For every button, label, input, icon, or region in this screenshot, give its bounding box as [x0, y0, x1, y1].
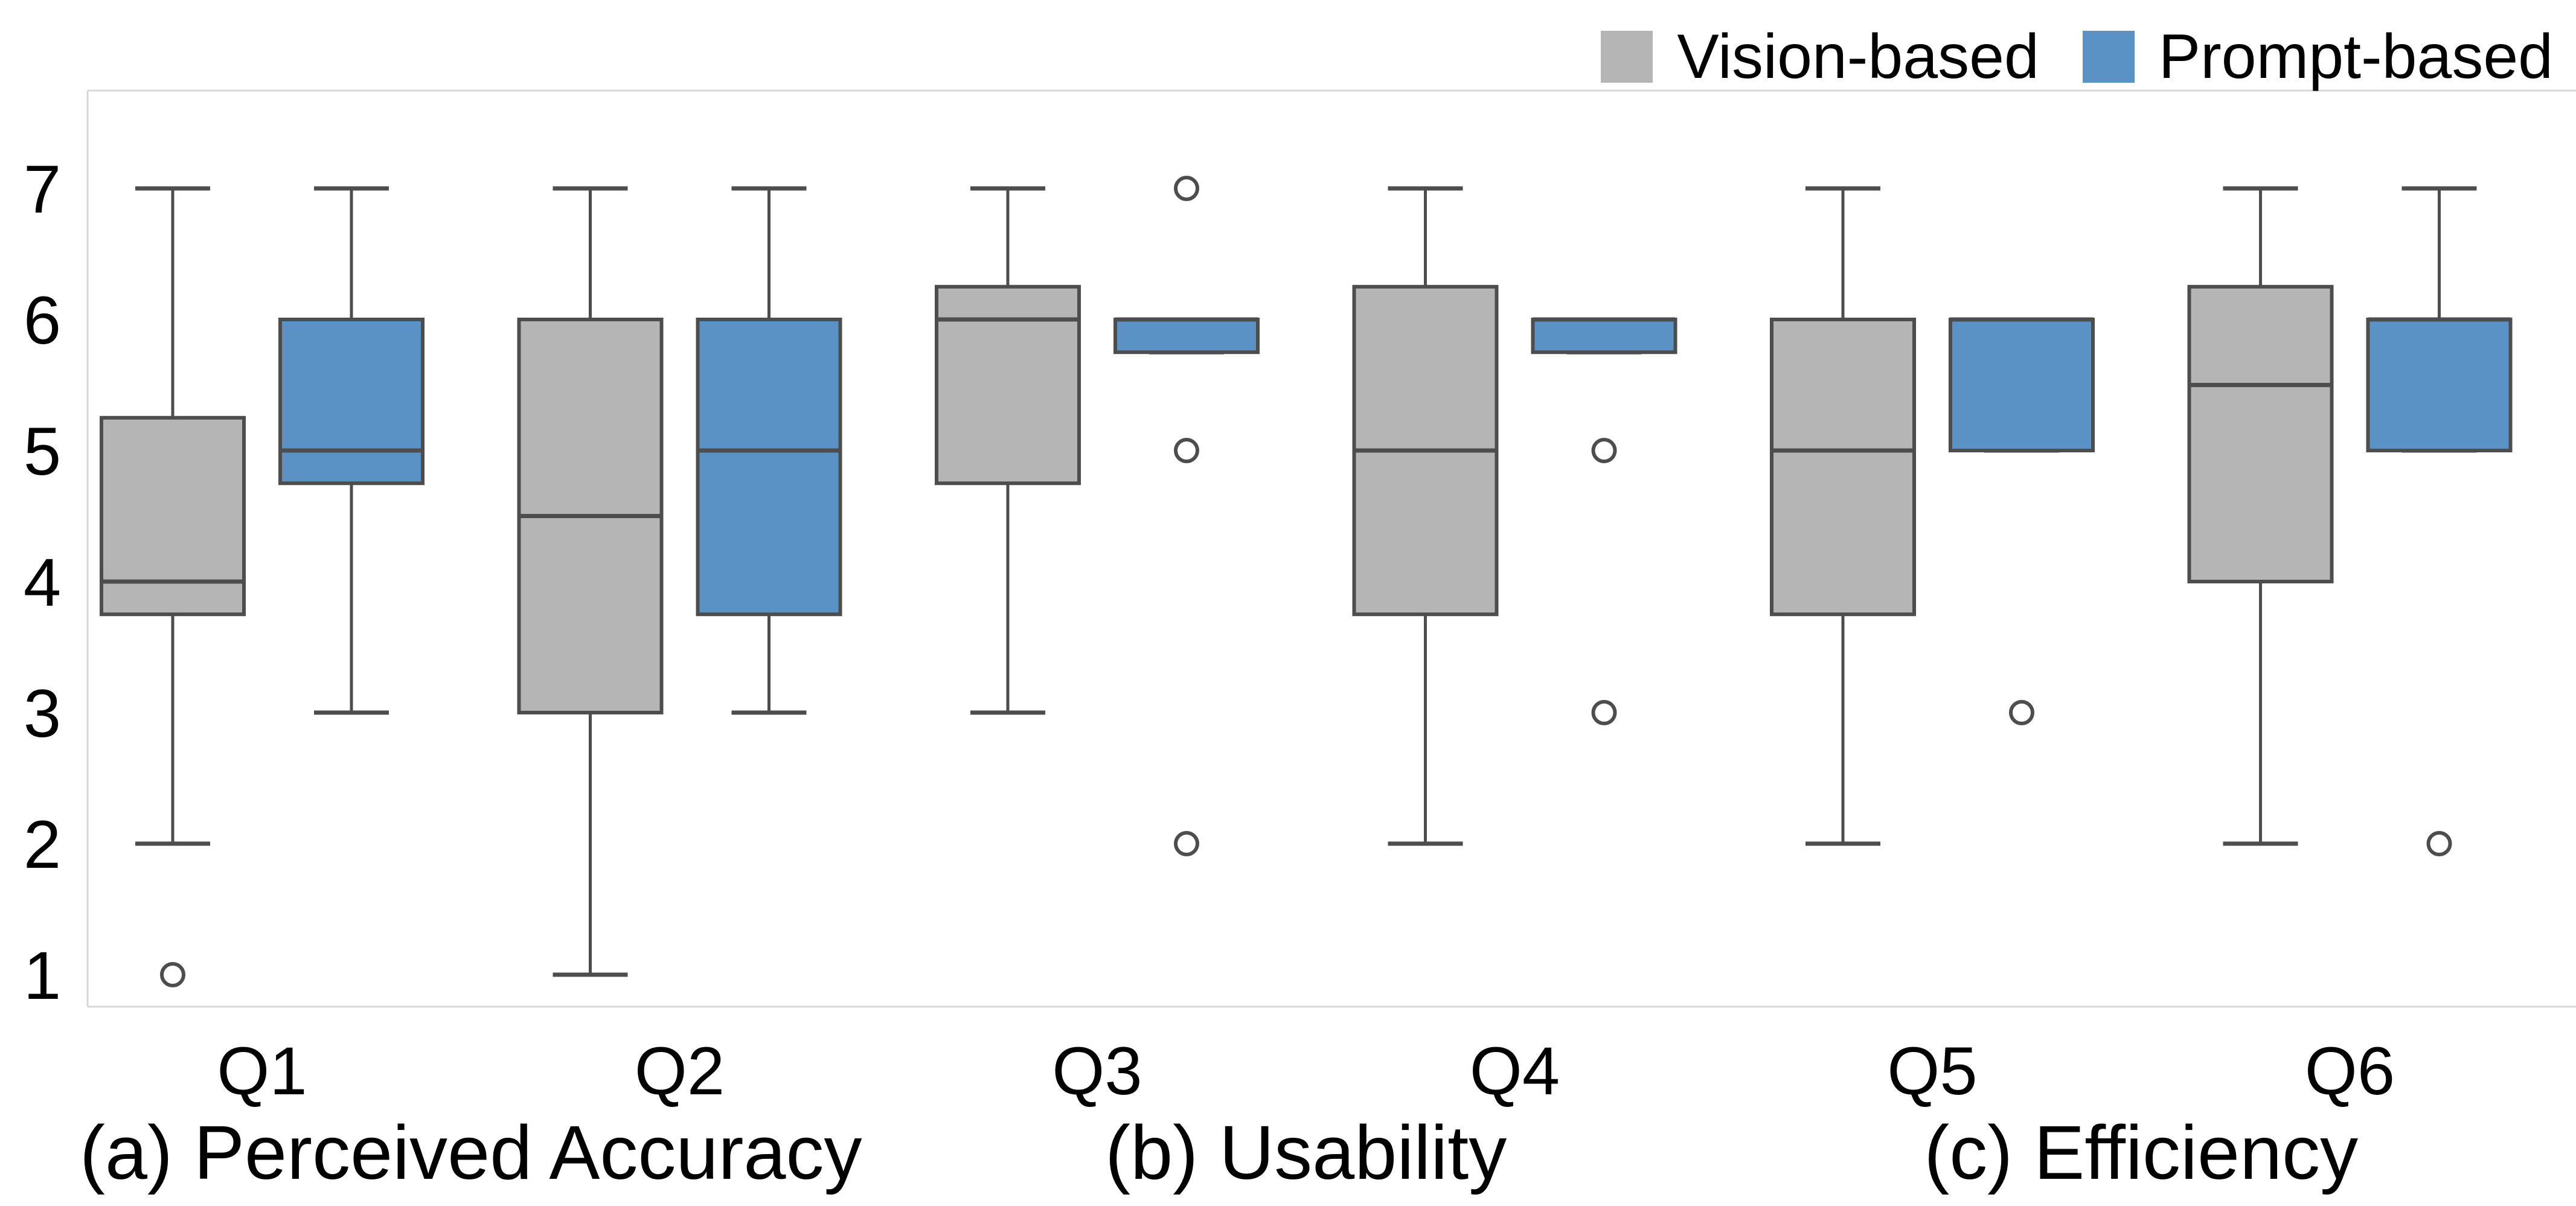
outlier-point [1174, 438, 1199, 463]
section-caption-3: (c) Efficiency [1924, 1110, 2358, 1195]
outlier-point [1174, 176, 1199, 201]
boxplot-box [1949, 318, 2095, 452]
x-tick-label-Q3: Q3 [1052, 1033, 1142, 1109]
boxplot-box [1113, 318, 1260, 354]
boxplot-box [2366, 318, 2513, 452]
y-tick-label-4: 4 [24, 545, 61, 620]
section-caption-1: (a) Perceived Accuracy [80, 1110, 862, 1195]
x-tick-label-Q4: Q4 [1470, 1033, 1560, 1109]
outlier-point [1591, 438, 1617, 463]
x-tick-label-Q5: Q5 [1887, 1033, 1977, 1109]
boxplot-box [278, 318, 425, 486]
outlier-point [2426, 831, 2452, 856]
outlier-point [1174, 831, 1199, 856]
y-tick-label-2: 2 [24, 807, 61, 882]
y-tick-label-7: 7 [24, 152, 61, 227]
boxplot-box [935, 284, 1081, 486]
x-tick-label-Q1: Q1 [217, 1033, 307, 1109]
vision-legend-label: Vision-based [1677, 22, 2039, 92]
legend-item-prompt: Prompt-based [2082, 22, 2553, 92]
boxplot-box [696, 318, 842, 617]
y-tick-label-1: 1 [24, 938, 61, 1013]
x-tick-label-Q2: Q2 [635, 1033, 725, 1109]
x-tick-label-Q6: Q6 [2305, 1033, 2395, 1109]
boxplot-box [1770, 318, 1916, 617]
outlier-point [2009, 700, 2034, 725]
boxplot-box [1531, 318, 1677, 354]
boxplot-box [100, 415, 246, 617]
legend-item-vision: Vision-based [1601, 25, 2039, 88]
prompt-legend-swatch [2082, 31, 2135, 83]
section-caption-2: (b) Usability [1105, 1110, 1507, 1195]
y-tick-label-3: 3 [24, 676, 61, 751]
y-tick-label-6: 6 [24, 283, 61, 358]
outlier-point [160, 962, 185, 987]
boxplot-box [2187, 284, 2334, 583]
vision-legend-swatch [1601, 31, 1653, 83]
y-tick-label-5: 5 [24, 414, 61, 489]
prompt-legend-label: Prompt-based [2158, 22, 2553, 92]
outlier-point [1591, 700, 1617, 725]
chart-legend: Vision-based Prompt-based [1601, 25, 2553, 88]
